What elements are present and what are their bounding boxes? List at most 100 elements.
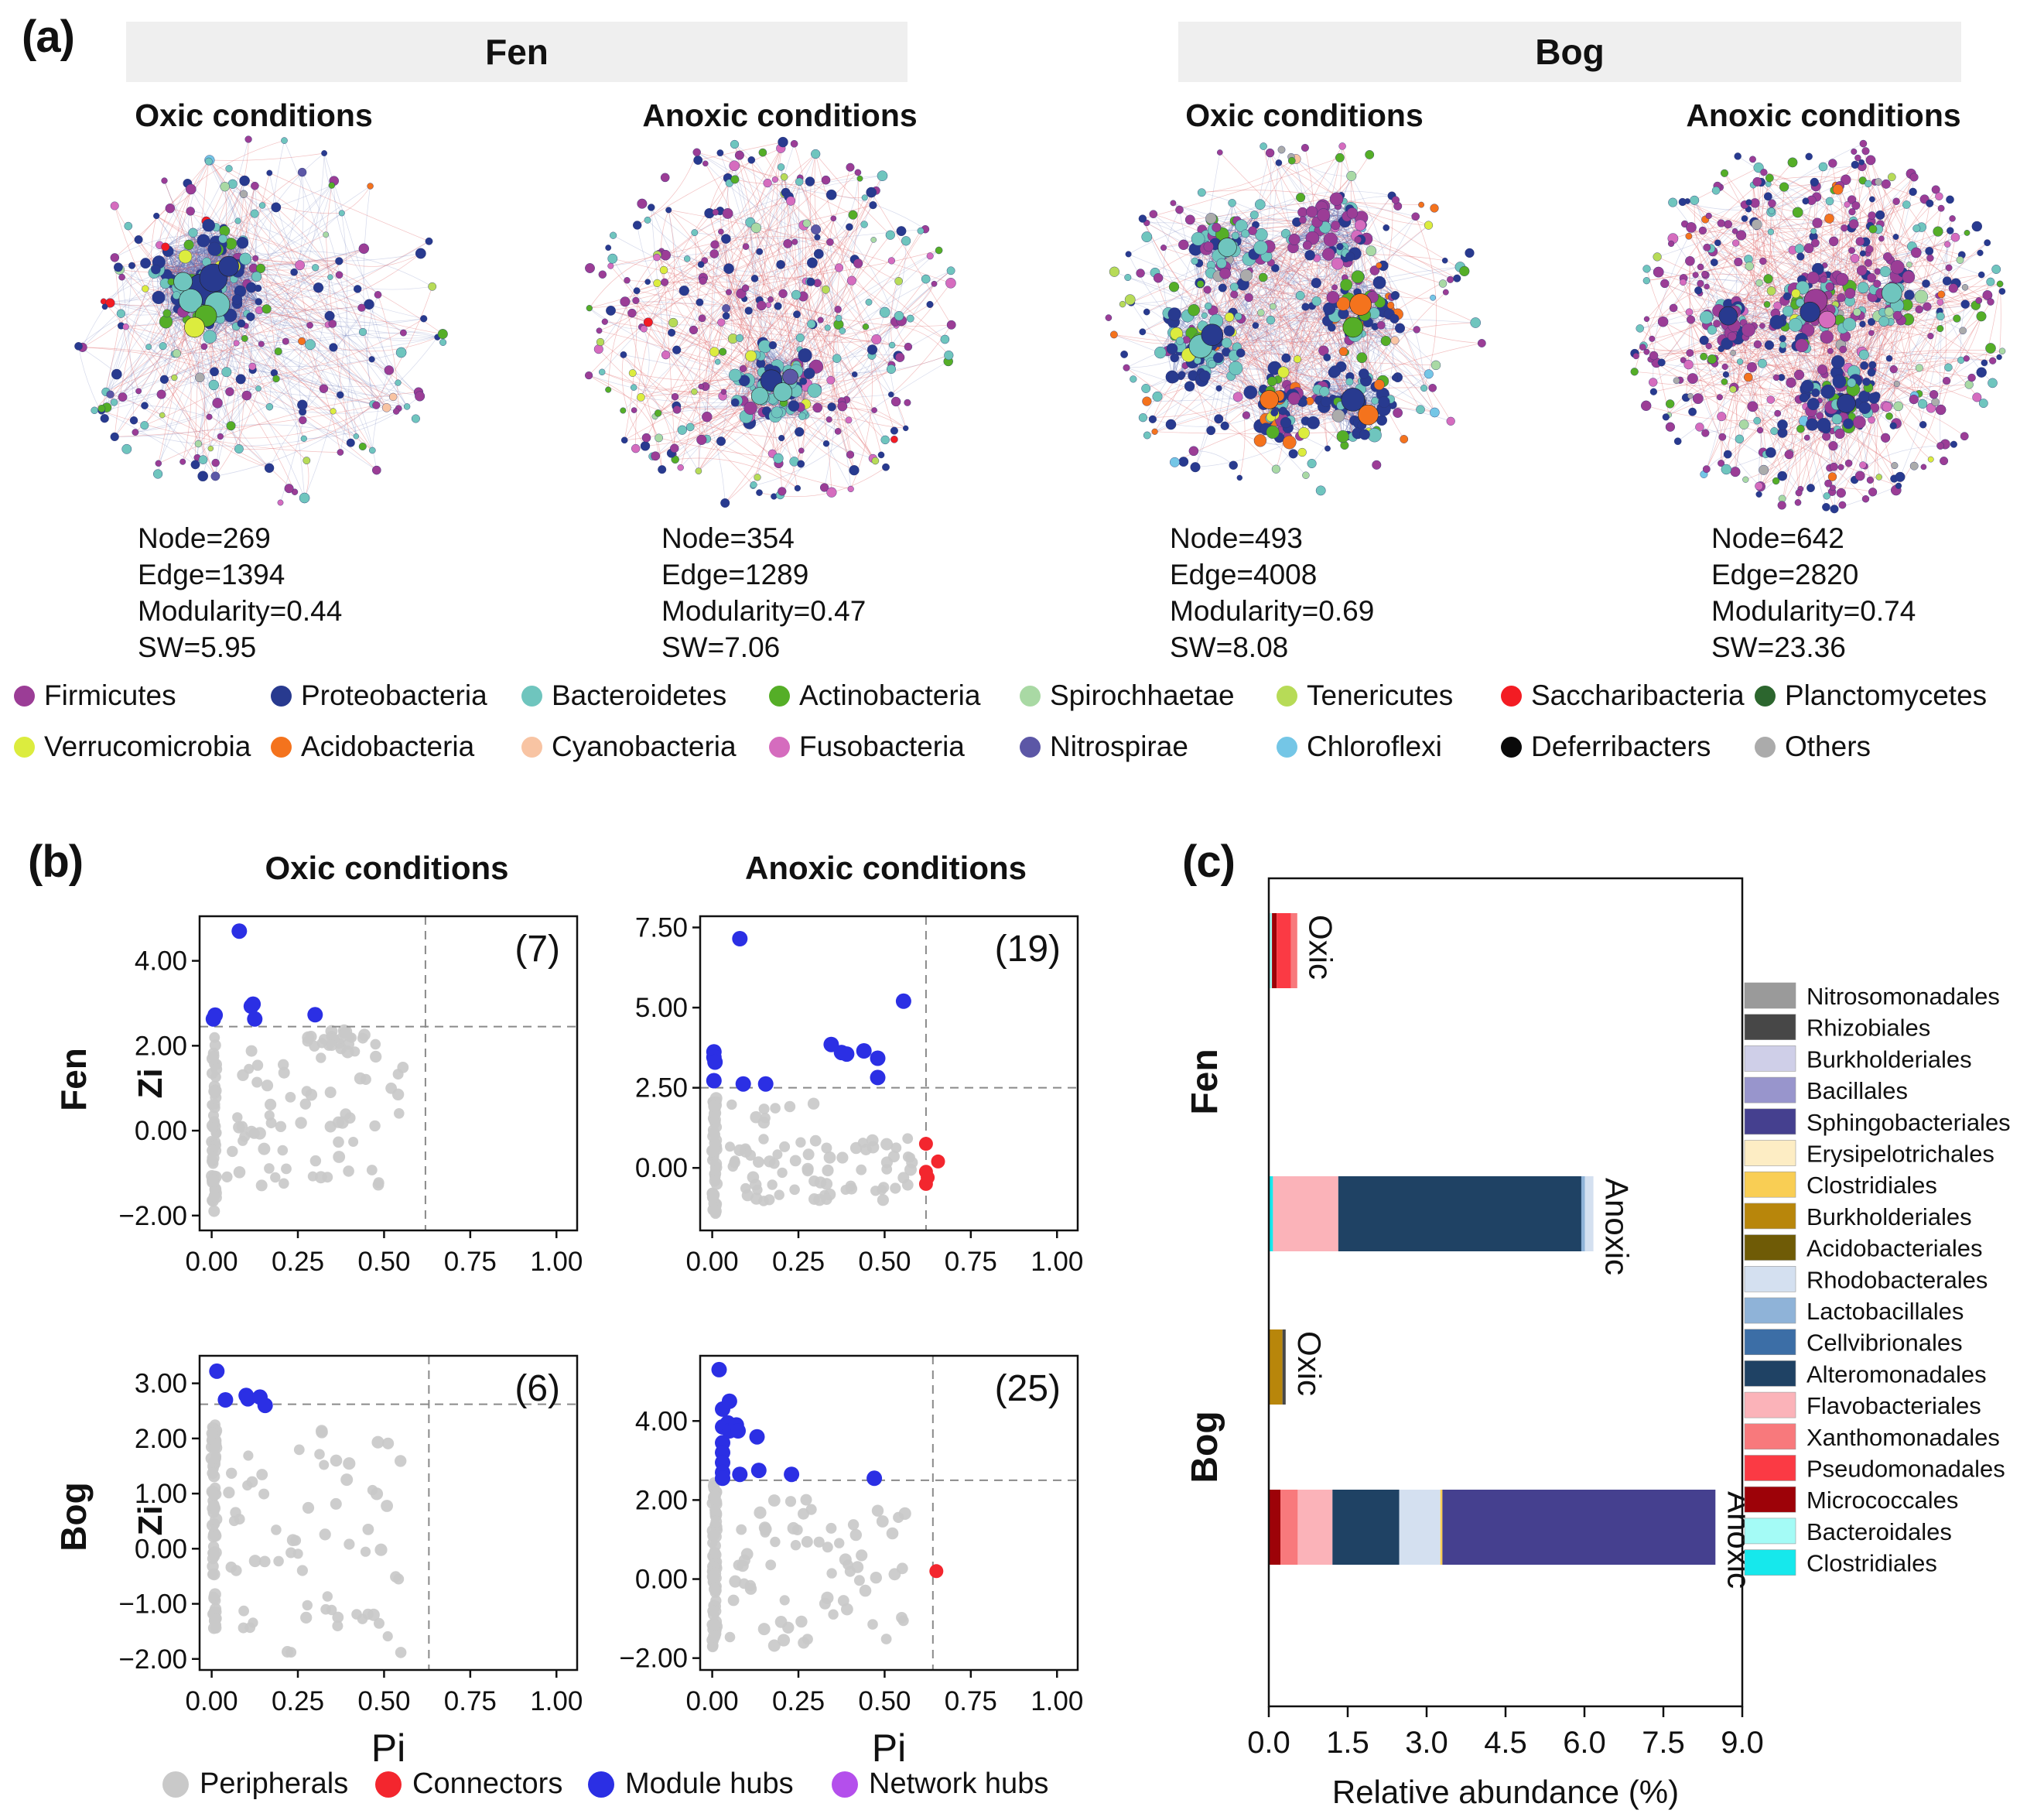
svg-text:0.75: 0.75: [444, 1247, 497, 1277]
network-stat-line: SW=7.06: [661, 631, 781, 663]
phylum-legend-label: Chloroflexi: [1307, 731, 1442, 762]
svg-text:Relative abundance (%): Relative abundance (%): [1332, 1774, 1679, 1810]
zipi-scatter-fen_oxic: 4.00 2.00 0.00 −2.00 0.00 0.25 0.50 0.75 1.00 (7): [118, 915, 583, 1277]
phylum-legend-item: Deferribacters: [1501, 731, 1711, 763]
phylum-color-dot-icon: [271, 685, 292, 707]
network-stat-line: SW=8.08: [1170, 631, 1289, 663]
network-graph-bog_oxic: [1105, 142, 1486, 496]
svg-text:Micrococcales: Micrococcales: [1806, 1487, 1958, 1514]
svg-text:0.0: 0.0: [1247, 1726, 1290, 1760]
phylum-legend-label: Firmicutes: [44, 679, 176, 711]
svg-text:5.00: 5.00: [635, 993, 688, 1023]
svg-text:0.75: 0.75: [945, 1686, 997, 1716]
network-stats-fen-oxic: Node=269 Edge=1394 Modularity=0.44 SW=5.95: [138, 520, 342, 666]
panel-b-label: (b): [28, 837, 84, 887]
svg-text:0.00: 0.00: [635, 1565, 688, 1595]
phylum-color-dot-icon: [1755, 736, 1776, 758]
svg-text:0.25: 0.25: [772, 1247, 825, 1277]
condition-header-bog-oxic: Oxic conditions: [1185, 98, 1424, 133]
phylum-color-dot-icon: [1020, 736, 1041, 758]
network-stat-line: Modularity=0.47: [661, 595, 866, 627]
phylum-legend-item: Cyanobacteria: [521, 731, 737, 763]
module-hubs-dot-icon: [588, 1771, 614, 1798]
phylum-legend-label: Tenericutes: [1307, 679, 1454, 711]
svg-text:Oxic: Oxic: [1303, 915, 1339, 980]
svg-text:0.75: 0.75: [945, 1247, 997, 1277]
zipi-plot-fen-anoxic: 7.50 5.00 2.50 0.00 0.00 0.25 0.50 0.75 1.00 (19): [592, 905, 1091, 1343]
zipi-scatter-bog_anoxic: 4.00 2.00 0.00 −2.00 0.00 0.25 0.50 0.75 1.00 (25…: [619, 1354, 1083, 1770]
b-legend-label: Peripherals: [200, 1767, 349, 1800]
svg-text:3.00: 3.00: [135, 1369, 187, 1399]
svg-text:0.00: 0.00: [135, 1116, 187, 1146]
svg-text:Anoxic: Anoxic: [1599, 1178, 1636, 1275]
phylum-legend-label: Proteobacteria: [301, 679, 487, 711]
svg-text:0.50: 0.50: [858, 1247, 911, 1277]
svg-text:2.00: 2.00: [135, 1031, 187, 1061]
network-hubs-dot-icon: [832, 1771, 858, 1798]
svg-text:Pi: Pi: [872, 1726, 906, 1770]
network-bog-oxic: [1083, 116, 1516, 534]
phylum-legend-label: Others: [1785, 731, 1871, 762]
network-stat-line: Edge=4008: [1170, 559, 1318, 590]
phylum-legend-item: Saccharibacteria: [1501, 679, 1745, 712]
phylum-legend-label: Planctomycetes: [1785, 679, 1988, 711]
phylum-color-dot-icon: [769, 685, 790, 707]
phylum-legend-item: Verrucomicrobia: [14, 731, 251, 763]
svg-text:9.0: 9.0: [1721, 1726, 1764, 1760]
svg-text:Pseudomonadales: Pseudomonadales: [1806, 1456, 2005, 1483]
svg-text:Rhodobacterales: Rhodobacterales: [1806, 1266, 1988, 1293]
network-stat-line: SW=5.95: [138, 631, 257, 663]
phylum-color-dot-icon: [1277, 685, 1297, 707]
phylum-color-dot-icon: [1501, 685, 1522, 707]
svg-text:Bacillales: Bacillales: [1806, 1077, 1908, 1104]
svg-text:7.50: 7.50: [635, 913, 688, 943]
b-col-title-anoxic: Anoxic conditions: [744, 850, 1027, 886]
b-legend-connectors: Connectors: [375, 1767, 562, 1801]
b-col-title-oxic: Oxic conditions: [265, 850, 509, 886]
peripherals-dot-icon: [162, 1771, 189, 1798]
svg-text:Burkholderiales: Burkholderiales: [1806, 1045, 1972, 1073]
site-header-bog: Bog: [1178, 22, 1961, 82]
phylum-legend-item: Planctomycetes: [1755, 679, 1987, 712]
b-legend-peripherals: Peripherals: [162, 1767, 348, 1801]
svg-text:0.00: 0.00: [635, 1153, 688, 1183]
network-stat-line: Node=642: [1711, 522, 1844, 554]
network-stat-line: Node=493: [1170, 522, 1303, 554]
phylum-legend-item: Chloroflexi: [1277, 731, 1442, 763]
zipi-plot-bog-anoxic: 4.00 2.00 0.00 −2.00 0.00 0.25 0.50 0.75 1.00 (25…: [592, 1345, 1091, 1782]
svg-text:1.00: 1.00: [135, 1479, 187, 1509]
phylum-color-dot-icon: [271, 736, 292, 758]
network-stat-line: Modularity=0.69: [1170, 595, 1375, 627]
network-fen-oxic: [46, 116, 480, 534]
network-stats-bog-oxic: Node=493 Edge=4008 Modularity=0.69 SW=8.08: [1170, 520, 1374, 666]
svg-text:0.00: 0.00: [186, 1686, 238, 1716]
condition-header-bog-anoxic: Anoxic conditions: [1686, 98, 1961, 133]
phylum-legend-item: Spirochhaetae: [1020, 679, 1235, 712]
svg-text:7.5: 7.5: [1642, 1726, 1685, 1760]
phylum-legend-label: Cyanobacteria: [552, 731, 737, 762]
svg-text:Alteromonadales: Alteromonadales: [1806, 1360, 1987, 1388]
network-stat-line: Edge=1289: [661, 559, 809, 590]
svg-text:Xanthomonadales: Xanthomonadales: [1806, 1424, 2000, 1451]
b-legend-network-hubs: Network hubs: [832, 1767, 1048, 1801]
phylum-legend-label: Spirochhaetae: [1050, 679, 1235, 711]
panel-c-label: (c): [1182, 837, 1236, 887]
phylum-color-dot-icon: [1755, 685, 1776, 707]
svg-text:0.50: 0.50: [357, 1247, 410, 1277]
svg-text:6.0: 6.0: [1563, 1726, 1606, 1760]
svg-text:0.25: 0.25: [772, 1686, 825, 1716]
svg-text:1.00: 1.00: [1031, 1247, 1083, 1277]
zipi-scatter-bog_oxic: 3.00 2.00 1.00 0.00 −1.00 −2.00 0.00 0.25 0.50 0.…: [118, 1354, 583, 1770]
network-fen-anoxic: [559, 116, 992, 534]
condition-header-fen-oxic: Oxic conditions: [135, 98, 373, 133]
svg-text:4.00: 4.00: [635, 1406, 688, 1436]
phylum-color-dot-icon: [521, 736, 542, 758]
phylum-color-dot-icon: [769, 736, 790, 758]
svg-text:Nitrosomonadales: Nitrosomonadales: [1806, 983, 2000, 1010]
svg-text:0.50: 0.50: [357, 1686, 410, 1716]
svg-text:0.50: 0.50: [858, 1686, 911, 1716]
phylum-legend-item: Firmicutes: [14, 679, 176, 712]
svg-text:−2.00: −2.00: [118, 1201, 187, 1231]
phylum-legend-item: Bacteroidetes: [521, 679, 726, 712]
